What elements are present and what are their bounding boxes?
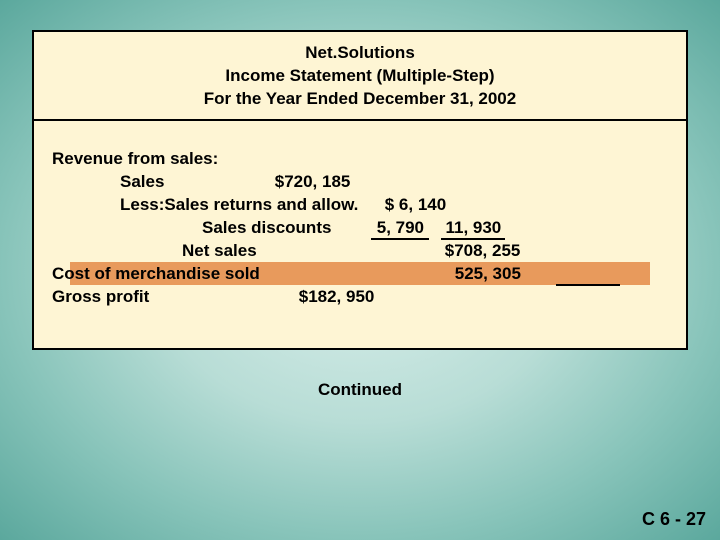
sales-label: Sales [120, 170, 270, 193]
returns-value: $ 6, 140 [385, 193, 446, 216]
discounts-value: 5, 790 [377, 216, 441, 239]
statement-header: Net.Solutions Income Statement (Multiple… [34, 32, 686, 119]
net-sales-row: Net sales $708, 255 [52, 239, 668, 262]
page-number: C 6 - 27 [642, 509, 706, 530]
company-name: Net.Solutions [34, 42, 686, 65]
gross-profit-value: $182, 950 [299, 285, 375, 308]
revenue-heading-row: Revenue from sales: [52, 147, 668, 170]
sales-value: $720, 185 [275, 170, 351, 193]
sales-row: Sales $720, 185 [52, 170, 668, 193]
discounts-label: Sales discounts [202, 216, 372, 239]
cogs-label: Cost of merchandise sold [52, 262, 450, 285]
statement-panel: Net.Solutions Income Statement (Multiple… [32, 30, 688, 350]
gross-profit-row: Gross profit $182, 950 [52, 285, 668, 308]
discounts-row: Sales discounts 5, 790 11, 930 [52, 216, 668, 239]
deductions-total: 11, 930 [445, 216, 515, 239]
continued-label: Continued [0, 380, 720, 400]
revenue-label: Revenue from sales: [52, 147, 218, 170]
statement-title: Income Statement (Multiple-Step) [34, 65, 686, 88]
returns-row: Less:Sales returns and allow. $ 6, 140 [52, 193, 668, 216]
underline [556, 284, 620, 286]
statement-period: For the Year Ended December 31, 2002 [34, 88, 686, 111]
cogs-value: 525, 305 [455, 262, 521, 285]
net-sales-value: $708, 255 [445, 239, 521, 262]
gross-profit-label: Gross profit [52, 285, 294, 308]
returns-label: Less:Sales returns and allow. [120, 193, 380, 216]
net-sales-label: Net sales [182, 239, 440, 262]
cogs-row: Cost of merchandise sold 525, 305 [52, 262, 668, 285]
statement-body: Revenue from sales: Sales $720, 185 Less… [34, 121, 686, 318]
